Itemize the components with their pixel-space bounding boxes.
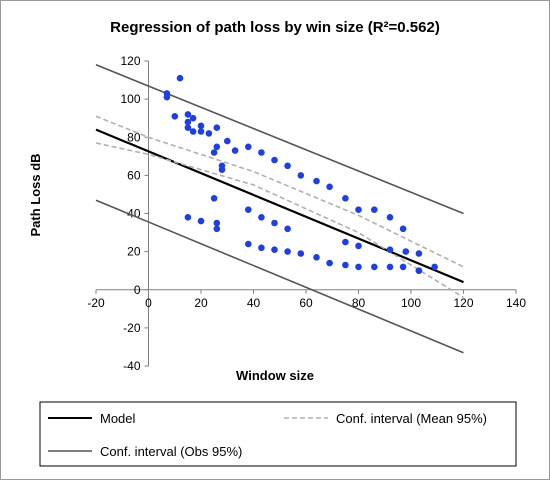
data-point xyxy=(399,263,407,271)
data-point xyxy=(271,156,278,164)
data-point xyxy=(355,206,362,213)
y-tick-label: 80 xyxy=(127,130,141,144)
y-tick-label: 100 xyxy=(120,92,140,106)
x-tick-label: 140 xyxy=(506,296,526,310)
data-point xyxy=(342,238,349,246)
data-point xyxy=(258,214,265,221)
legend-model-label: Model xyxy=(100,411,136,426)
x-tick-label: 120 xyxy=(453,296,473,310)
data-point xyxy=(189,128,197,135)
data-point xyxy=(189,114,197,122)
data-point xyxy=(213,124,221,131)
model-line xyxy=(95,128,464,284)
data-point xyxy=(184,118,192,126)
data-point xyxy=(218,166,226,173)
data-point xyxy=(163,93,171,101)
data-point xyxy=(184,111,192,118)
y-axis-label: Path Loss dB xyxy=(28,153,43,236)
data-point xyxy=(284,162,291,170)
x-tick-label: 40 xyxy=(247,296,261,310)
data-point xyxy=(313,177,320,185)
data-point xyxy=(271,219,278,227)
data-point xyxy=(210,149,218,156)
data-point xyxy=(415,267,423,275)
data-point xyxy=(342,195,349,202)
data-point xyxy=(386,263,394,271)
data-point xyxy=(342,261,349,269)
data-point xyxy=(386,214,394,221)
y-tick-label: -20 xyxy=(123,321,141,335)
y-tick-label: 20 xyxy=(127,245,141,259)
data-point xyxy=(326,259,333,267)
data-point xyxy=(213,225,221,233)
data-point xyxy=(297,250,305,257)
data-point xyxy=(258,244,265,252)
data-point xyxy=(355,263,362,271)
data-point xyxy=(258,149,265,156)
data-point xyxy=(224,137,231,145)
x-tick-label: 80 xyxy=(352,296,366,310)
data-point xyxy=(245,240,252,248)
data-point xyxy=(231,147,239,154)
data-point xyxy=(184,124,192,131)
legend: Model Conf. interval (Mean 95%) Conf. in… xyxy=(39,401,517,467)
data-point xyxy=(245,206,252,213)
data-point xyxy=(284,248,291,255)
chart-title: Regression of path loss by win size (R²=… xyxy=(110,19,440,36)
data-point xyxy=(271,246,278,253)
legend-box xyxy=(39,401,517,467)
data-point xyxy=(197,128,205,135)
data-point xyxy=(205,130,213,137)
legend-obs-ci-label: Conf. interval (Obs 95%) xyxy=(100,444,242,459)
data-point xyxy=(176,74,184,82)
data-point xyxy=(415,250,423,257)
data-point xyxy=(245,143,252,151)
data-point xyxy=(431,263,438,271)
data-point xyxy=(326,183,333,191)
data-point xyxy=(184,214,192,221)
mean-ci-line xyxy=(95,142,464,299)
data-point xyxy=(210,195,218,202)
obs-ci-line xyxy=(95,64,464,215)
data-point xyxy=(213,219,221,227)
data-point xyxy=(171,113,179,120)
x-axis-label: Window size xyxy=(236,368,314,383)
data-point xyxy=(313,253,320,261)
y-tick-label: -40 xyxy=(123,359,141,373)
data-point xyxy=(399,225,407,233)
y-tick-label: 60 xyxy=(127,168,141,182)
y-tick-label: 0 xyxy=(134,283,141,297)
data-point xyxy=(402,248,410,255)
data-point xyxy=(386,246,394,253)
x-tick-label: 60 xyxy=(299,296,313,310)
data-point xyxy=(197,217,205,225)
obs-ci-line xyxy=(95,199,464,354)
x-tick-label: -20 xyxy=(87,296,105,310)
legend-mean-ci-label: Conf. interval (Mean 95%) xyxy=(336,411,487,426)
x-tick-label: 0 xyxy=(145,296,152,310)
data-point xyxy=(213,143,221,151)
x-tick-label: 100 xyxy=(401,296,421,310)
data-point xyxy=(284,225,291,233)
data-point xyxy=(355,242,362,250)
data-point xyxy=(197,122,205,130)
data-point xyxy=(371,263,378,271)
data-point xyxy=(297,172,305,179)
data-point xyxy=(371,206,378,213)
x-tick-label: 20 xyxy=(194,296,208,310)
y-tick-label: 120 xyxy=(120,54,140,68)
